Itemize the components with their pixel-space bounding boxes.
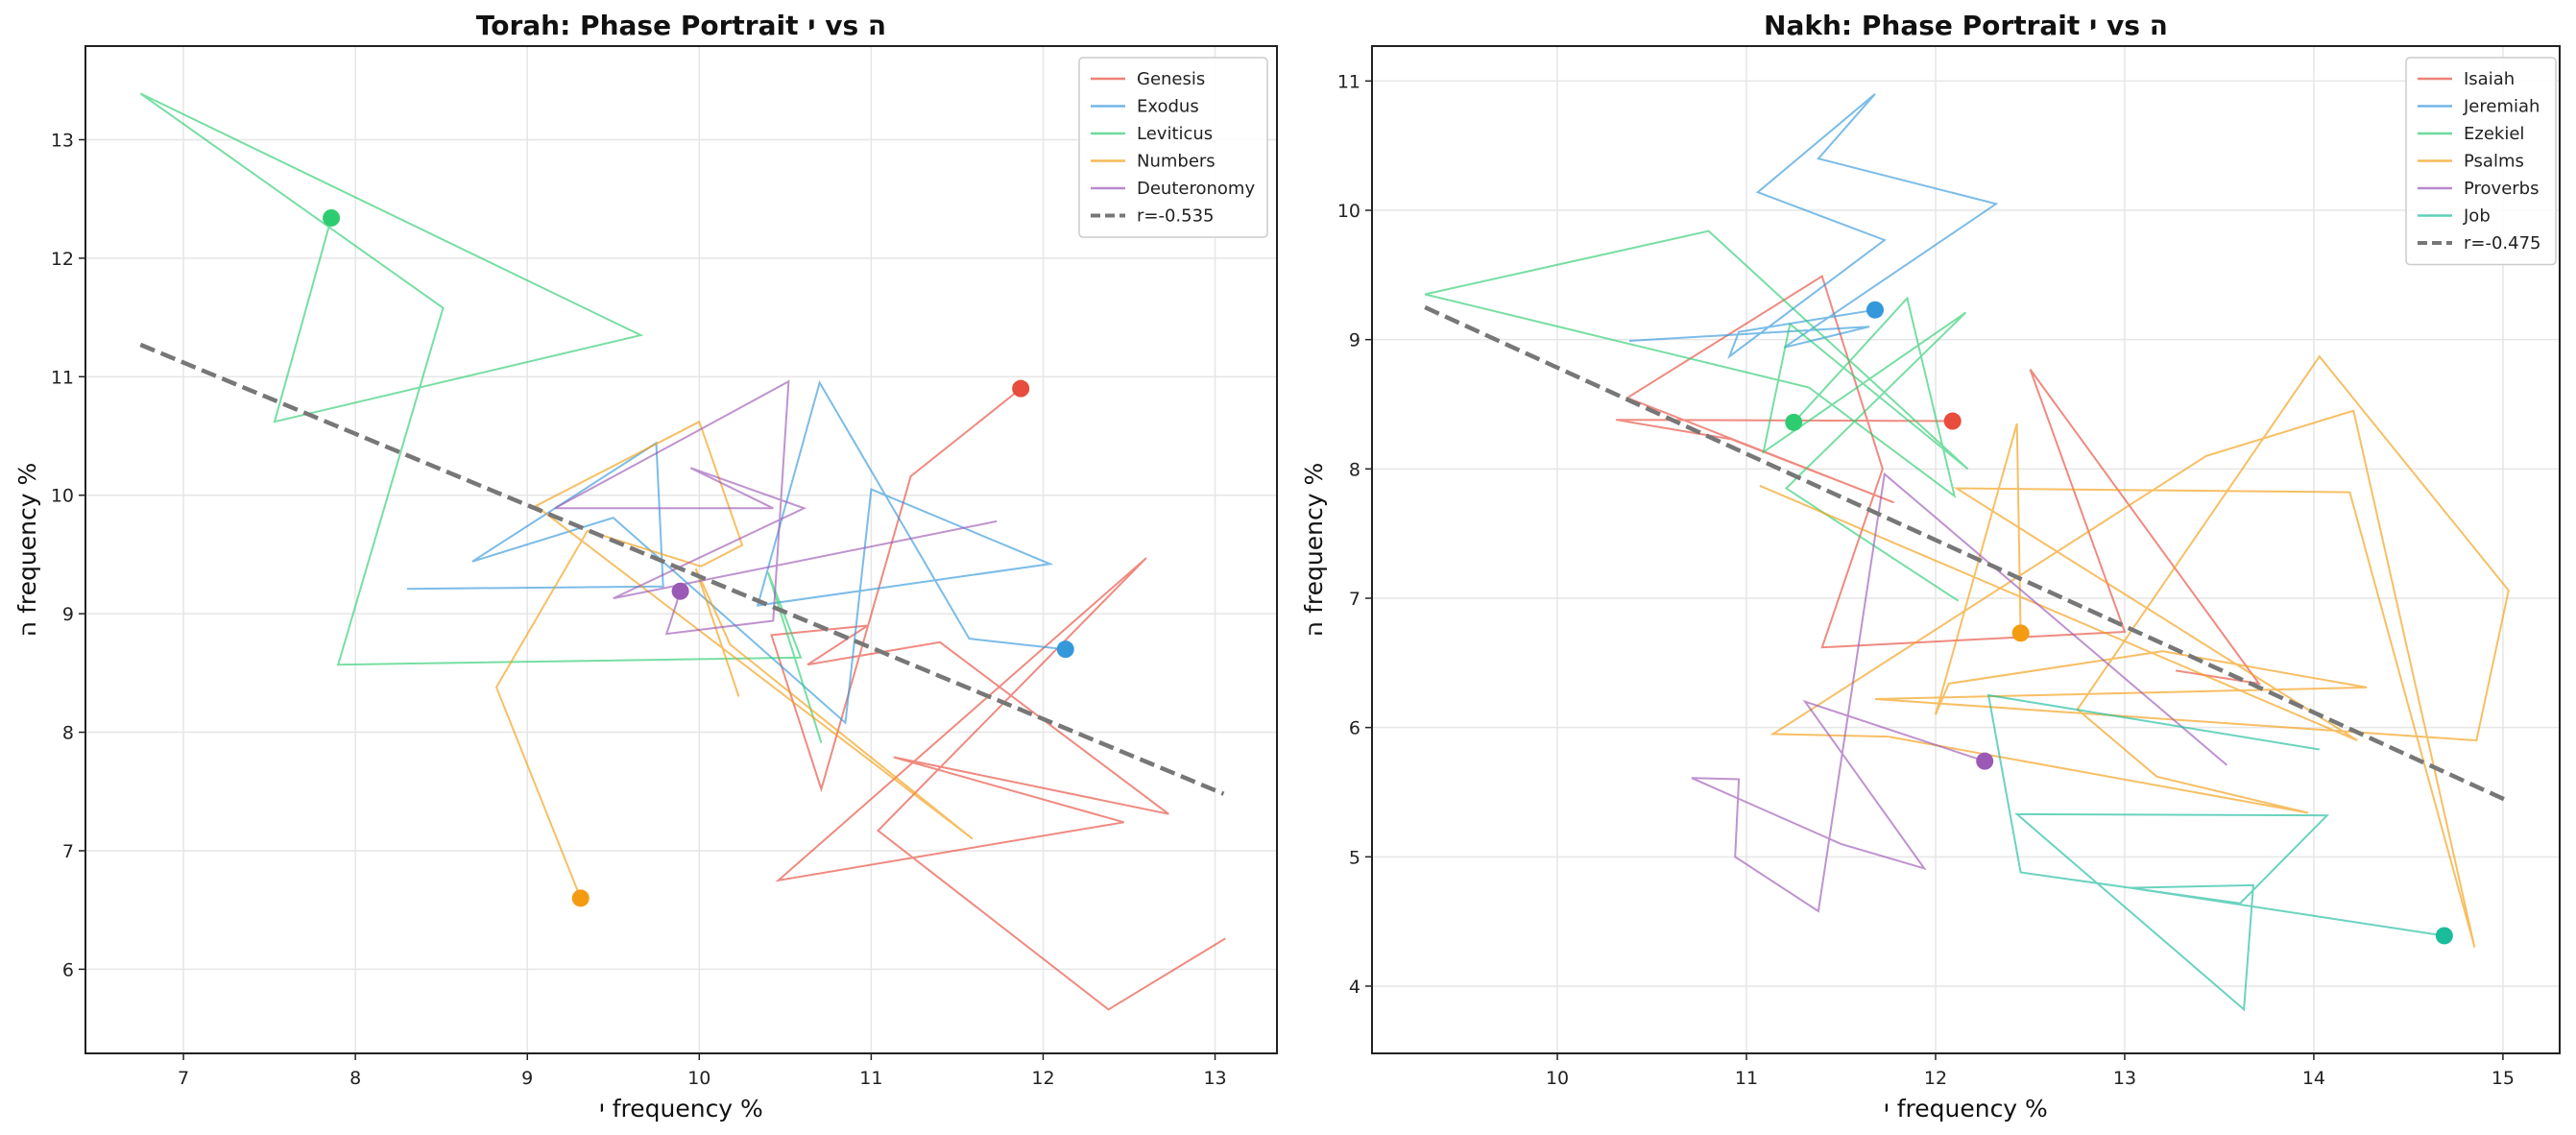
y-tick-label: 5 [1349,847,1360,868]
x-tick-label: 11 [859,1068,882,1089]
y-tick-label: 9 [62,604,74,625]
y-tick-label: 13 [51,130,74,151]
y-tick-label: 10 [1337,201,1360,222]
x-tick-label: 15 [2492,1068,2515,1089]
series-line-proverbs [1691,471,2227,913]
endpoint-marker-exodus [1056,640,1074,659]
endpoint-marker-proverbs [1976,752,1994,770]
x-tick-label: 8 [349,1068,361,1089]
legend-label: Deuteronomy [1137,179,1255,199]
x-tick-label: 7 [178,1068,189,1089]
series-line-ezekiel [1424,229,1969,602]
y-tick-label: 7 [62,841,74,862]
y-tick-label: 8 [62,723,74,744]
series-line-leviticus [139,92,823,743]
y-tick-label: 4 [1349,977,1360,998]
y-tick-label: 11 [51,367,74,388]
legend-label: Genesis [1137,69,1205,89]
legend: Genesis Exodus Leviticus Numbers Deuteronomy… [1078,57,1268,238]
x-axis-label: י frequency % [1884,1095,2048,1123]
chart-title: Nakh: Phase Portrait י vs ה [1764,10,2168,41]
endpoint-marker-deuteronomy [671,582,689,600]
y-tick-label: 11 [1337,71,1360,92]
endpoint-marker-leviticus [323,208,341,227]
plot-frame [84,45,1278,1054]
series-line-numbers [494,420,974,899]
subplot-nakh: 10 11 12 13 14 15 4 5 6 7 8 9 10 11 Nakh: Phase Portra… [1300,10,2561,1123]
y-tick-label: 6 [62,959,74,980]
series-line-genesis [770,387,1226,1011]
legend-label: r=-0.475 [2464,233,2541,254]
endpoint-marker-numbers [571,889,590,907]
y-tick-label: 8 [1349,459,1360,480]
legend-label: Ezekiel [2464,124,2524,144]
y-axis-label: ה frequency % [1300,463,1328,637]
legend-label: Exodus [1137,97,1199,117]
legend-label: Psalms [2464,152,2524,172]
endpoint-marker-ezekiel [1785,413,1803,431]
series-line-deuteronomy [554,379,998,636]
subplot-torah: 7 8 9 10 11 12 13 6 7 8 9 10 11 12 13 Torah: Phase Port… [13,10,1278,1123]
legend: Isaiah Jeremiah Ezekiel Psalms Proverbs Job r=… [2405,57,2557,266]
chart-title: Torah: Phase Portrait י vs ה [476,10,886,41]
x-tick-label: 10 [1546,1068,1569,1089]
series-line-job [1986,693,2444,1012]
x-tick-label: 12 [1031,1068,1054,1089]
endpoint-marker-isaiah [1943,412,1962,430]
regression-line [139,342,1225,796]
series-line-exodus [406,379,1066,725]
x-tick-label: 12 [1924,1068,1947,1089]
endpoint-marker-jeremiah [1866,301,1884,319]
plot-frame [1371,45,2561,1054]
series-line-psalms [1759,354,2510,948]
legend-label: Job [2463,206,2491,227]
y-tick-label: 9 [1349,330,1360,351]
y-axis-label: ה frequency % [13,463,41,637]
series-line-isaiah [1615,275,2262,686]
y-tick-label: 7 [1349,589,1360,610]
y-tick-label: 6 [1349,718,1360,739]
x-axis-label: י frequency % [599,1095,763,1123]
legend-label: Jeremiah [2463,97,2540,117]
x-tick-label: 14 [2302,1068,2325,1089]
endpoint-marker-job [2435,927,2453,945]
legend-label: Isaiah [2464,69,2515,89]
x-tick-label: 10 [687,1068,710,1089]
legend-label: Leviticus [1137,124,1213,144]
x-tick-label: 9 [521,1068,533,1089]
x-tick-label: 11 [1735,1068,1758,1089]
y-tick-label: 12 [51,249,74,270]
x-tick-label: 13 [2113,1068,2136,1089]
legend-box [2405,57,2557,266]
endpoint-marker-genesis [1012,379,1030,398]
legend-label: Numbers [1137,152,1216,172]
y-tick-label: 10 [51,486,74,507]
endpoint-marker-psalms [2011,624,2030,642]
legend-label: Proverbs [2464,179,2540,199]
legend-box [1078,57,1268,238]
legend-label: r=-0.535 [1137,206,1215,227]
series-line-jeremiah [1628,93,1999,360]
x-tick-label: 13 [1203,1068,1226,1089]
